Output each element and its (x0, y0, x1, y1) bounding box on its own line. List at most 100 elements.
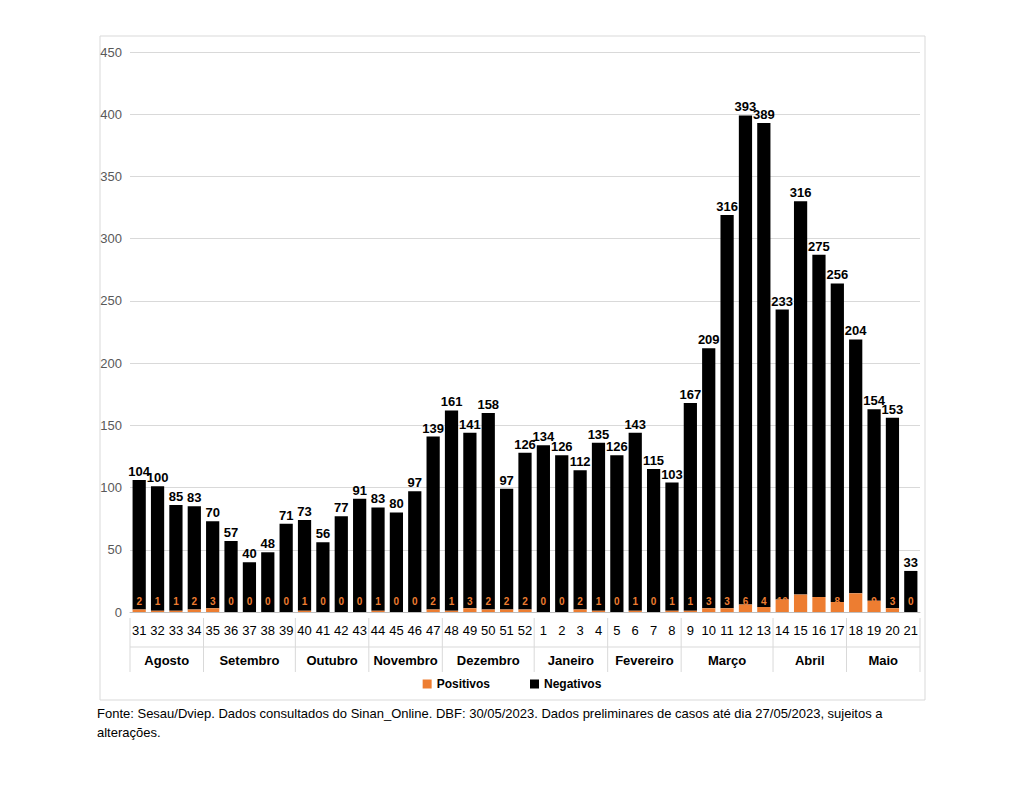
svg-text:316: 316 (716, 199, 738, 214)
svg-text:0: 0 (541, 596, 547, 607)
svg-text:10: 10 (777, 596, 789, 607)
svg-text:126: 126 (606, 439, 628, 454)
svg-text:0: 0 (228, 596, 234, 607)
svg-text:6: 6 (632, 623, 639, 638)
svg-text:34: 34 (187, 623, 201, 638)
svg-text:Positivos: Positivos (437, 677, 491, 691)
svg-text:71: 71 (279, 508, 293, 523)
svg-text:2: 2 (192, 596, 198, 607)
svg-text:12: 12 (813, 596, 825, 607)
svg-text:11: 11 (720, 623, 734, 638)
svg-text:2: 2 (522, 596, 528, 607)
svg-text:13: 13 (757, 623, 771, 638)
svg-text:20: 20 (885, 623, 899, 638)
svg-text:112: 112 (570, 454, 591, 469)
svg-text:4: 4 (761, 596, 767, 607)
svg-text:15: 15 (850, 596, 862, 607)
svg-text:Dezembro: Dezembro (457, 653, 520, 668)
svg-text:48: 48 (444, 623, 458, 638)
svg-text:1: 1 (302, 596, 308, 607)
svg-text:0: 0 (283, 596, 289, 607)
svg-text:204: 204 (845, 323, 867, 338)
svg-text:3: 3 (706, 596, 712, 607)
svg-text:Fevereiro: Fevereiro (615, 653, 674, 668)
svg-text:0: 0 (908, 596, 914, 607)
svg-text:10: 10 (701, 623, 715, 638)
svg-text:5: 5 (613, 623, 620, 638)
svg-text:42: 42 (334, 623, 348, 638)
svg-text:52: 52 (518, 623, 532, 638)
svg-text:3: 3 (576, 623, 583, 638)
svg-text:12: 12 (738, 623, 752, 638)
svg-text:6: 6 (743, 596, 749, 607)
svg-text:316: 316 (790, 185, 812, 200)
svg-text:2: 2 (430, 596, 436, 607)
svg-text:450: 450 (100, 45, 122, 60)
svg-text:7: 7 (650, 623, 657, 638)
svg-text:153: 153 (882, 402, 904, 417)
svg-text:40: 40 (242, 546, 256, 561)
svg-text:0: 0 (115, 605, 122, 620)
svg-text:3: 3 (467, 596, 473, 607)
svg-text:77: 77 (334, 500, 348, 515)
svg-text:97: 97 (499, 473, 513, 488)
svg-text:31: 31 (132, 623, 146, 638)
svg-text:41: 41 (316, 623, 330, 638)
svg-text:141: 141 (459, 417, 481, 432)
svg-text:43: 43 (352, 623, 366, 638)
svg-text:39: 39 (279, 623, 293, 638)
svg-text:44: 44 (371, 623, 385, 638)
svg-text:Agosto: Agosto (144, 653, 189, 668)
svg-text:0: 0 (614, 596, 620, 607)
svg-text:9: 9 (687, 623, 694, 638)
svg-text:91: 91 (352, 483, 366, 498)
svg-text:2: 2 (485, 596, 491, 607)
svg-text:56: 56 (316, 526, 330, 541)
svg-text:Abril: Abril (795, 653, 825, 668)
svg-text:1: 1 (375, 596, 381, 607)
svg-text:Março: Março (708, 653, 746, 668)
svg-text:350: 350 (100, 169, 122, 184)
svg-text:80: 80 (389, 496, 403, 511)
svg-text:19: 19 (867, 623, 881, 638)
svg-text:100: 100 (147, 470, 169, 485)
svg-text:45: 45 (389, 623, 403, 638)
svg-text:0: 0 (320, 596, 326, 607)
svg-text:50: 50 (481, 623, 495, 638)
svg-text:0: 0 (394, 596, 400, 607)
svg-text:4: 4 (595, 623, 602, 638)
svg-text:126: 126 (551, 439, 573, 454)
svg-text:35: 35 (205, 623, 219, 638)
svg-text:256: 256 (826, 267, 848, 282)
svg-text:Fonte: Sesau/Dviep. Dados cons: Fonte: Sesau/Dviep. Dados consultados do… (97, 706, 886, 721)
svg-text:57: 57 (224, 525, 238, 540)
svg-text:233: 233 (771, 294, 793, 309)
svg-text:400: 400 (100, 107, 122, 122)
svg-text:200: 200 (100, 356, 122, 371)
svg-text:14: 14 (795, 596, 807, 607)
svg-text:300: 300 (100, 231, 122, 246)
svg-text:73: 73 (297, 504, 311, 519)
svg-text:275: 275 (808, 239, 830, 254)
svg-text:50: 50 (108, 542, 122, 557)
svg-text:1: 1 (155, 596, 161, 607)
svg-text:150: 150 (100, 418, 122, 433)
svg-text:21: 21 (904, 623, 918, 638)
svg-text:alterações.: alterações. (97, 725, 161, 740)
svg-text:36: 36 (224, 623, 238, 638)
svg-text:1: 1 (596, 596, 602, 607)
svg-text:1: 1 (173, 596, 179, 607)
svg-text:0: 0 (247, 596, 253, 607)
svg-text:1: 1 (449, 596, 455, 607)
svg-text:18: 18 (848, 623, 862, 638)
svg-text:103: 103 (661, 467, 683, 482)
svg-text:250: 250 (100, 293, 122, 308)
svg-text:Maio: Maio (868, 653, 898, 668)
svg-text:Janeiro: Janeiro (548, 653, 594, 668)
svg-text:48: 48 (261, 536, 275, 551)
svg-text:85: 85 (169, 489, 183, 504)
svg-text:1: 1 (688, 596, 694, 607)
svg-text:51: 51 (499, 623, 513, 638)
svg-text:2: 2 (558, 623, 565, 638)
svg-text:Novembro: Novembro (373, 653, 437, 668)
